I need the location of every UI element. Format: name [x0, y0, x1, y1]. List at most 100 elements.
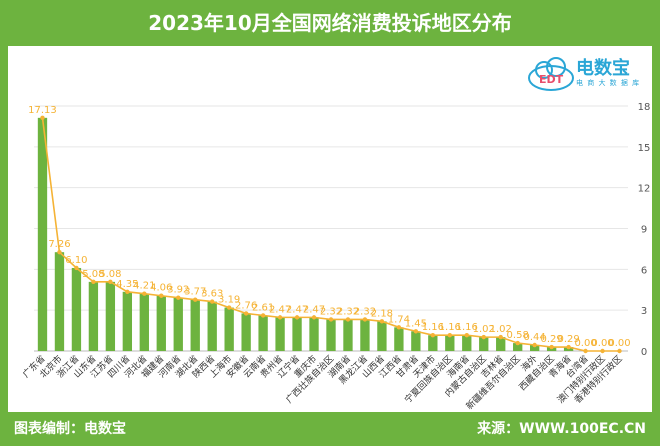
- bar: [428, 335, 438, 351]
- series-point: [413, 329, 419, 334]
- bar: [479, 337, 489, 351]
- data-label: 1.16: [439, 322, 461, 333]
- label-layer: 17.137.266.105.085.084.354.214.063.923.7…: [28, 105, 630, 349]
- y-tick-label: 0: [641, 347, 647, 358]
- y-tick-label: 6: [641, 265, 647, 276]
- series-point: [430, 333, 436, 338]
- data-label: 0.58: [507, 330, 529, 341]
- series-point: [549, 344, 554, 350]
- bar: [529, 345, 540, 351]
- series-point: [396, 325, 402, 330]
- data-label: 3.77: [184, 287, 206, 298]
- series-point: [617, 348, 622, 354]
- data-label: 2.76: [235, 300, 257, 311]
- series-point: [294, 315, 300, 320]
- data-label: 0.00: [591, 338, 613, 349]
- series-point: [260, 313, 266, 318]
- data-label: 3.63: [201, 289, 223, 300]
- bar: [292, 317, 302, 351]
- data-label: 0.29: [540, 334, 562, 345]
- data-label: 2.47: [269, 304, 291, 315]
- series-point: [176, 295, 181, 300]
- data-label: 4.06: [150, 283, 172, 294]
- data-label: 0.00: [574, 338, 596, 349]
- bar: [326, 319, 336, 351]
- bar: [275, 317, 285, 351]
- series-point: [328, 317, 334, 322]
- bar-layer: [37, 117, 574, 351]
- bar: [258, 315, 268, 351]
- data-label: 4.21: [133, 281, 155, 292]
- data-label: 1.16: [422, 322, 444, 333]
- data-label: 17.13: [28, 105, 57, 116]
- data-label: 5.08: [82, 269, 104, 280]
- series-point: [345, 317, 351, 322]
- data-label: 2.18: [371, 308, 393, 319]
- series-point: [210, 299, 215, 304]
- data-label: 5.08: [99, 269, 121, 280]
- line-layer: [40, 115, 622, 354]
- bar: [241, 313, 251, 351]
- bar: [377, 321, 387, 351]
- footer-source: 来源：WWW.100EC.CN: [477, 421, 646, 437]
- series-point: [142, 291, 147, 296]
- series-point: [566, 344, 571, 350]
- data-label: 0.00: [608, 338, 630, 349]
- data-label: 6.10: [65, 255, 87, 266]
- bar: [411, 331, 421, 351]
- data-label: 2.47: [286, 304, 308, 315]
- series-point: [362, 317, 368, 322]
- bar: [88, 281, 99, 351]
- data-label: 1.45: [405, 318, 427, 329]
- y-axis-ticks: 0 3 6 9 12 15 18: [638, 102, 651, 358]
- y-tick-label: 3: [641, 306, 647, 317]
- series-point: [481, 334, 486, 340]
- series-point: [464, 333, 469, 338]
- series-point: [583, 348, 588, 354]
- series-point: [57, 249, 62, 255]
- bar: [224, 307, 234, 351]
- series-point: [74, 265, 79, 271]
- series-point: [243, 311, 249, 316]
- data-label: 2.47: [303, 304, 325, 315]
- data-label: 7.26: [48, 239, 70, 250]
- bar: [122, 291, 133, 351]
- bar: [394, 327, 404, 351]
- series-point: [40, 115, 45, 121]
- data-label: 1.74: [388, 314, 410, 325]
- bar: [496, 337, 506, 351]
- bar: [462, 335, 472, 351]
- y-tick-label: 9: [641, 225, 647, 236]
- bar: [54, 252, 65, 351]
- x-axis-labels: 广东省北京市浙江省山东省江苏省四川省河北省福建省河南省湖北省陕西省上海市安徽省云…: [20, 353, 625, 412]
- series-point: [379, 319, 385, 324]
- logo-name: 电数宝: [576, 58, 630, 79]
- chart-title: 2023年10月全国网络消费投诉地区分布: [148, 11, 512, 35]
- logo-subtitle: 电 商 大 数 据 库: [576, 79, 641, 87]
- bar: [37, 117, 48, 351]
- y-tick-label: 18: [638, 102, 651, 113]
- series-point: [532, 342, 537, 348]
- logo-mark: EDT: [539, 73, 564, 86]
- data-label: 2.32: [354, 306, 376, 317]
- series-point: [515, 340, 520, 346]
- footer-editor: 图表编制：电数宝: [14, 421, 126, 437]
- bar: [309, 317, 319, 351]
- bar: [513, 343, 523, 351]
- data-label: 3.92: [167, 285, 189, 296]
- bar: [173, 297, 183, 351]
- bar: [207, 301, 217, 351]
- data-label: 0.29: [557, 334, 579, 345]
- data-label: 2.32: [320, 306, 342, 317]
- series-point: [226, 305, 232, 310]
- series-point: [311, 315, 317, 320]
- data-label: 3.19: [218, 295, 240, 306]
- bar: [445, 335, 455, 351]
- bar: [156, 295, 166, 351]
- data-label: 0.44: [524, 332, 546, 343]
- bar: [71, 267, 82, 351]
- data-label: 1.16: [456, 322, 478, 333]
- series-point: [193, 297, 198, 302]
